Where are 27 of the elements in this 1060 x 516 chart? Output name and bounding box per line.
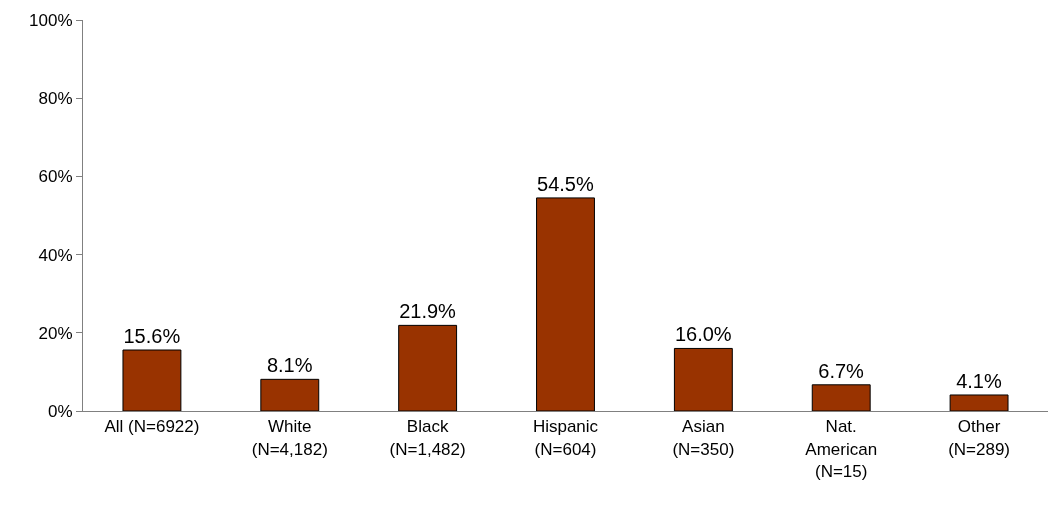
y-tick-label: 80% [38, 89, 73, 109]
bar [122, 349, 182, 411]
bar [949, 394, 1009, 411]
data-label: 15.6% [123, 325, 181, 347]
y-tick-label: 20% [38, 323, 73, 343]
bar [673, 347, 733, 411]
y-tick-label: 40% [38, 245, 73, 265]
y-tick-label: 60% [38, 167, 73, 187]
data-label: 54.5% [537, 172, 594, 195]
x-tick-label: Other (N=289) [948, 417, 1011, 459]
data-label: 4.1% [956, 369, 1002, 392]
x-tick-label: Hispanic (N=604) [532, 417, 599, 459]
x-tick-label: Asian (N=350) [672, 417, 735, 459]
data-label: 6.7% [818, 359, 865, 382]
x-tick-label: Nat. American (N=15) [805, 417, 878, 481]
x-tick-label: White (N=4,182) [251, 417, 328, 459]
data-label: 16.0% [674, 323, 732, 346]
bar [536, 197, 595, 411]
y-tick-label: 100% [29, 10, 73, 30]
bar [398, 324, 458, 411]
data-label: 21.9% [399, 300, 457, 323]
x-tick-label: Black (N=1,482) [389, 417, 466, 459]
x-tick-label: All (N=6922) [104, 417, 200, 437]
bar [260, 378, 320, 411]
data-label: 8.1% [266, 354, 313, 377]
bar [811, 384, 871, 411]
y-tick-label: 0% [48, 401, 73, 421]
